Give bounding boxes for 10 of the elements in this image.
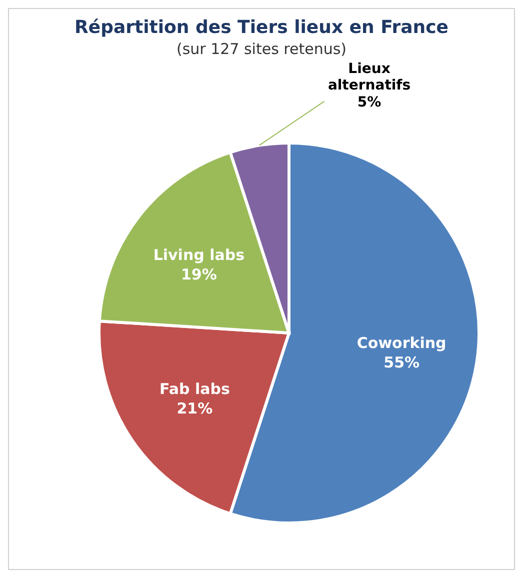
slice-label: Coworking: [356, 334, 446, 352]
data-label: 19%: [180, 266, 217, 284]
slice-label: Fab labs: [160, 380, 230, 398]
data-label: 5%: [357, 94, 382, 111]
chart-title: Répartition des Tiers lieux en France: [74, 17, 450, 38]
chart-subtitle: (sur 127 sites retenus): [175, 40, 348, 58]
slice-label: Living labs: [153, 246, 245, 264]
data-label: 21%: [176, 400, 213, 418]
slice-label: Lieux alternatifs: [328, 60, 411, 94]
data-label: 55%: [384, 353, 420, 372]
